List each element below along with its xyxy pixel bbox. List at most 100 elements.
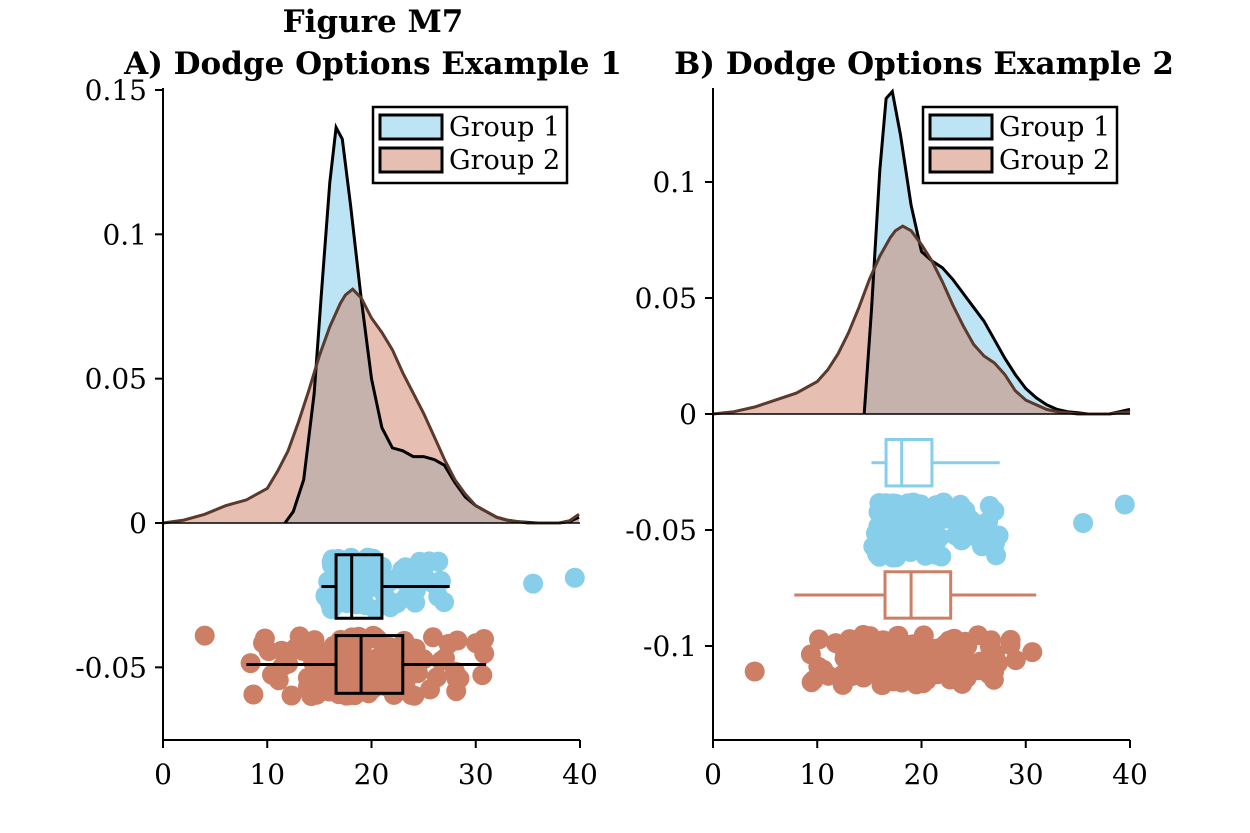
outlier-point-g2 <box>194 625 215 646</box>
point-g2 <box>472 665 493 686</box>
outlier-point-g1 <box>523 573 544 594</box>
y-tick-label: -0.1 <box>643 630 697 663</box>
point-g2 <box>879 664 900 684</box>
box-iqr-g2 <box>883 570 953 620</box>
point-g1 <box>986 545 1007 566</box>
x-tick-label: 10 <box>799 758 835 791</box>
y-tick-label: 0 <box>679 398 697 431</box>
legend-swatch-g2 <box>928 146 994 174</box>
point-g2 <box>898 668 919 689</box>
point-g2 <box>983 669 1004 690</box>
point-g1 <box>925 538 946 559</box>
x-tick-label: 10 <box>249 758 285 791</box>
legend-swatch-g2 <box>378 146 444 174</box>
point-g1 <box>332 582 353 603</box>
y-tick-label: 0.05 <box>85 363 147 396</box>
point-g2 <box>445 661 465 682</box>
y-tick-label: -0.05 <box>75 651 147 684</box>
point-g2 <box>1005 650 1026 671</box>
outlier-point-g1 <box>1073 513 1094 533</box>
density-area-2 <box>713 226 1130 414</box>
density-area-2 <box>163 289 579 523</box>
point-g2 <box>405 645 426 666</box>
point-g1 <box>895 515 916 536</box>
legend-label-g2: Group 2 <box>999 145 1110 176</box>
x-tick-label: 30 <box>458 758 494 791</box>
point-g1 <box>330 560 351 581</box>
box-iqr-g1 <box>334 553 384 620</box>
point-g2 <box>384 638 405 659</box>
point-g2 <box>426 667 447 688</box>
point-g2 <box>374 676 395 696</box>
point-g2 <box>943 663 964 683</box>
point-g2 <box>303 681 324 702</box>
point-g1 <box>380 597 401 618</box>
point-g2 <box>868 649 889 670</box>
legend-swatch-g1 <box>928 113 994 141</box>
panel-b-boxes <box>794 438 1037 620</box>
point-g2 <box>423 627 443 648</box>
point-g2 <box>916 670 937 691</box>
point-g2 <box>281 685 302 706</box>
point-g2 <box>915 636 936 657</box>
panel-a-title: A) Dodge Options Example 1 <box>123 46 622 82</box>
x-tick-label: 20 <box>354 758 390 791</box>
panel-b-points <box>744 492 1135 695</box>
point-g2 <box>809 629 829 650</box>
point-g2 <box>938 641 959 662</box>
point-g2 <box>1022 642 1043 663</box>
point-g2 <box>853 667 874 688</box>
y-tick-label: 0 <box>129 507 147 540</box>
panel-a-boxes <box>246 553 487 695</box>
outlier-point-g1 <box>1114 494 1135 515</box>
panel-a-points <box>194 547 585 706</box>
panel-b-title: B) Dodge Options Example 2 <box>674 46 1174 82</box>
y-tick-label: 0.1 <box>652 166 697 199</box>
point-g2 <box>981 630 1002 651</box>
point-g1 <box>946 499 967 520</box>
panel-a-densities <box>162 122 580 525</box>
outlier-point-g2 <box>744 661 765 682</box>
legend-label-g1: Group 1 <box>999 112 1110 143</box>
point-g1 <box>414 556 435 577</box>
point-g2 <box>832 674 853 695</box>
panel-a: A) Dodge Options Example 1 0 10 20 30 40 0.15… <box>75 46 622 791</box>
y-tick-label: 0.1 <box>102 218 147 251</box>
x-tick-label: 20 <box>904 758 940 791</box>
point-g1 <box>349 552 370 572</box>
y-tick-label: -0.05 <box>625 514 697 547</box>
point-g1 <box>968 514 988 535</box>
figure-title: Figure M7 <box>283 4 464 40</box>
point-g2 <box>253 633 273 654</box>
panel-b-axes: 0 10 20 30 40 0.1 0.05 0 -0.05 -0.1 <box>625 88 1148 791</box>
panel-b: B) Dodge Options Example 2 0 10 20 30 40 0.1 0… <box>625 46 1174 791</box>
point-g2 <box>895 651 916 672</box>
point-g1 <box>890 541 911 562</box>
outlier-point-g1 <box>564 567 585 588</box>
x-tick-label: 40 <box>562 758 598 791</box>
box-iqr-g2 <box>334 634 405 695</box>
point-g1 <box>868 501 889 522</box>
point-g2 <box>818 665 839 686</box>
box-iqr-g1 <box>884 438 934 488</box>
point-g1 <box>395 557 416 578</box>
point-g2 <box>474 643 495 664</box>
x-tick-label: 0 <box>154 758 172 791</box>
panel-a-axes: 0 10 20 30 40 0.15 0.1 0.05 0 -0.05 <box>75 74 598 791</box>
point-g2 <box>800 644 821 665</box>
point-g1 <box>979 495 1000 516</box>
x-tick-label: 40 <box>1112 758 1148 791</box>
y-tick-label: 0.15 <box>85 74 147 107</box>
point-g2 <box>447 630 468 651</box>
point-g1 <box>426 574 447 594</box>
point-g2 <box>349 661 370 682</box>
point-g2 <box>335 633 356 654</box>
y-tick-label: 0.05 <box>635 282 697 315</box>
density-line-2 <box>162 287 580 525</box>
x-tick-label: 30 <box>1008 758 1044 791</box>
point-g2 <box>927 654 948 675</box>
point-g2 <box>243 684 264 705</box>
